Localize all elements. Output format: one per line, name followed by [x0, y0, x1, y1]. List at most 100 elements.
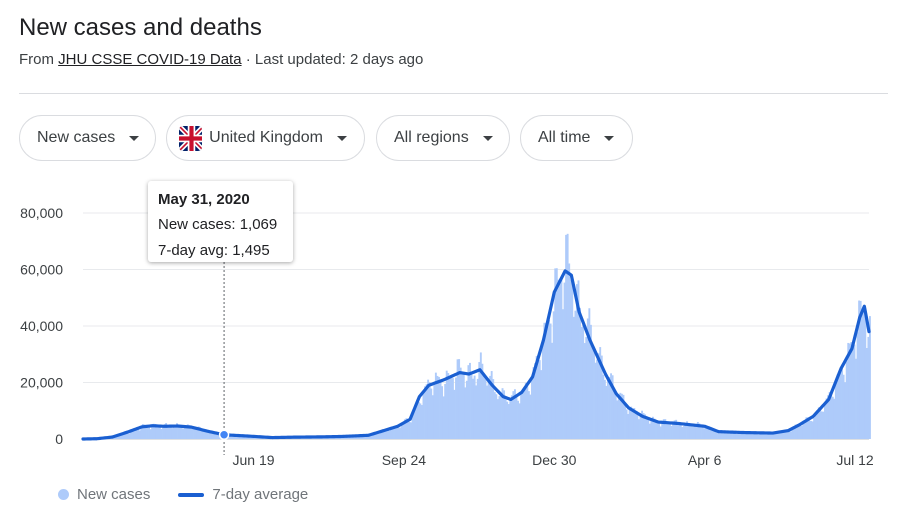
- new-cases-bar: [160, 428, 163, 439]
- new-cases-bar: [605, 385, 608, 439]
- new-cases-bar: [148, 426, 151, 439]
- new-cases-bar: [448, 376, 451, 439]
- new-cases-bar: [577, 280, 580, 439]
- new-cases-bar: [636, 415, 639, 439]
- new-cases-bar: [431, 395, 434, 439]
- new-cases-bar: [758, 433, 761, 439]
- new-cases-bar: [138, 430, 141, 439]
- new-cases-bar: [813, 417, 816, 439]
- new-cases-bar: [552, 311, 555, 439]
- new-cases-bar: [186, 424, 189, 439]
- new-cases-bar: [193, 428, 195, 439]
- new-cases-bar: [207, 430, 209, 439]
- new-cases-legend-label: New cases: [77, 486, 151, 503]
- new-cases-bar: [794, 424, 797, 439]
- new-cases-bar: [152, 423, 155, 439]
- new-cases-bar: [574, 310, 577, 439]
- source-link[interactable]: JHU CSSE COVID-19 Data: [58, 51, 242, 68]
- new-cases-bar: [777, 432, 780, 439]
- new-cases-bar: [493, 392, 496, 439]
- new-cases-bar: [622, 394, 625, 439]
- new-cases-bar: [718, 430, 721, 439]
- country-dropdown[interactable]: United Kingdom: [166, 115, 365, 161]
- new-cases-bar: [158, 426, 161, 439]
- new-cases-bar: [749, 431, 752, 439]
- new-cases-bar: [473, 375, 476, 439]
- new-cases-bar: [345, 437, 347, 439]
- new-cases-bar: [503, 390, 506, 439]
- new-cases-bar: [408, 421, 411, 439]
- new-cases-bar: [472, 378, 475, 439]
- new-cases-bar: [845, 361, 848, 439]
- new-cases-bar: [869, 316, 871, 439]
- new-cases-bar: [667, 422, 670, 439]
- new-cases-bar: [681, 427, 684, 439]
- new-cases-bar: [800, 425, 803, 439]
- new-cases-bar: [433, 381, 436, 439]
- new-cases-bar: [137, 429, 140, 439]
- new-cases-bar: [554, 268, 557, 439]
- chevron-down-icon: [604, 135, 615, 141]
- new-cases-bar: [614, 395, 617, 439]
- new-cases-bar: [534, 363, 537, 439]
- new-cases-bar: [176, 423, 178, 439]
- new-cases-bar: [132, 429, 135, 439]
- new-cases-bar: [407, 421, 409, 439]
- new-cases-bar: [755, 433, 758, 439]
- new-cases-bar: [526, 386, 529, 439]
- new-cases-bar: [425, 384, 428, 439]
- new-cases-bar: [810, 420, 812, 439]
- new-cases-bar: [529, 394, 532, 439]
- new-cases-bar: [602, 374, 605, 439]
- page-subtitle: From JHU CSSE COVID-19 Data · Last updat…: [19, 51, 423, 68]
- new-cases-bar: [837, 373, 840, 439]
- new-cases-bar: [396, 427, 399, 439]
- new-cases-bar: [855, 358, 857, 439]
- new-cases-bar: [799, 425, 802, 439]
- new-cases-bar: [703, 428, 706, 439]
- new-cases-bar: [746, 433, 749, 439]
- new-cases-bar: [861, 310, 864, 439]
- region-dropdown[interactable]: All regions: [376, 115, 510, 161]
- new-cases-bar: [555, 268, 558, 439]
- new-cases-bar: [783, 429, 786, 439]
- x-tick-label: Jul 12: [836, 452, 874, 468]
- new-cases-bar: [819, 410, 822, 439]
- new-cases-bar: [548, 319, 550, 439]
- new-cases-bar: [586, 318, 589, 439]
- new-cases-bar: [617, 394, 620, 439]
- new-cases-bar: [715, 430, 718, 439]
- new-cases-bar: [188, 425, 191, 439]
- new-cases-bar: [445, 370, 448, 439]
- new-cases-bar: [402, 422, 405, 439]
- new-cases-bar: [748, 432, 750, 439]
- new-cases-bar: [738, 431, 741, 439]
- new-cases-bar: [850, 342, 853, 439]
- new-cases-bar: [465, 380, 468, 439]
- new-cases-bar: [575, 284, 578, 439]
- time-range-dropdown[interactable]: All time: [520, 115, 633, 161]
- new-cases-bar: [531, 378, 533, 439]
- new-cases-bar: [589, 324, 592, 439]
- new-cases-bar: [620, 393, 623, 439]
- new-cases-bar: [180, 427, 183, 439]
- new-cases-bar: [769, 433, 772, 439]
- new-cases-bar: [444, 383, 447, 439]
- new-cases-bar: [768, 434, 771, 439]
- new-cases-bar: [772, 431, 775, 439]
- new-cases-bar: [117, 436, 120, 439]
- page-title: New cases and deaths: [19, 14, 262, 41]
- new-cases-bar: [524, 382, 527, 439]
- new-cases-bar: [155, 425, 158, 439]
- new-cases-bar: [757, 434, 760, 439]
- new-cases-bar: [210, 430, 213, 439]
- new-cases-bar: [447, 373, 450, 439]
- new-cases-bar: [217, 432, 220, 439]
- new-cases-bar: [696, 421, 699, 439]
- new-cases-bar: [734, 433, 737, 439]
- new-cases-bar: [157, 426, 160, 439]
- metric-dropdown[interactable]: New cases: [19, 115, 156, 161]
- new-cases-bar: [439, 379, 442, 439]
- new-cases-bar: [638, 419, 640, 439]
